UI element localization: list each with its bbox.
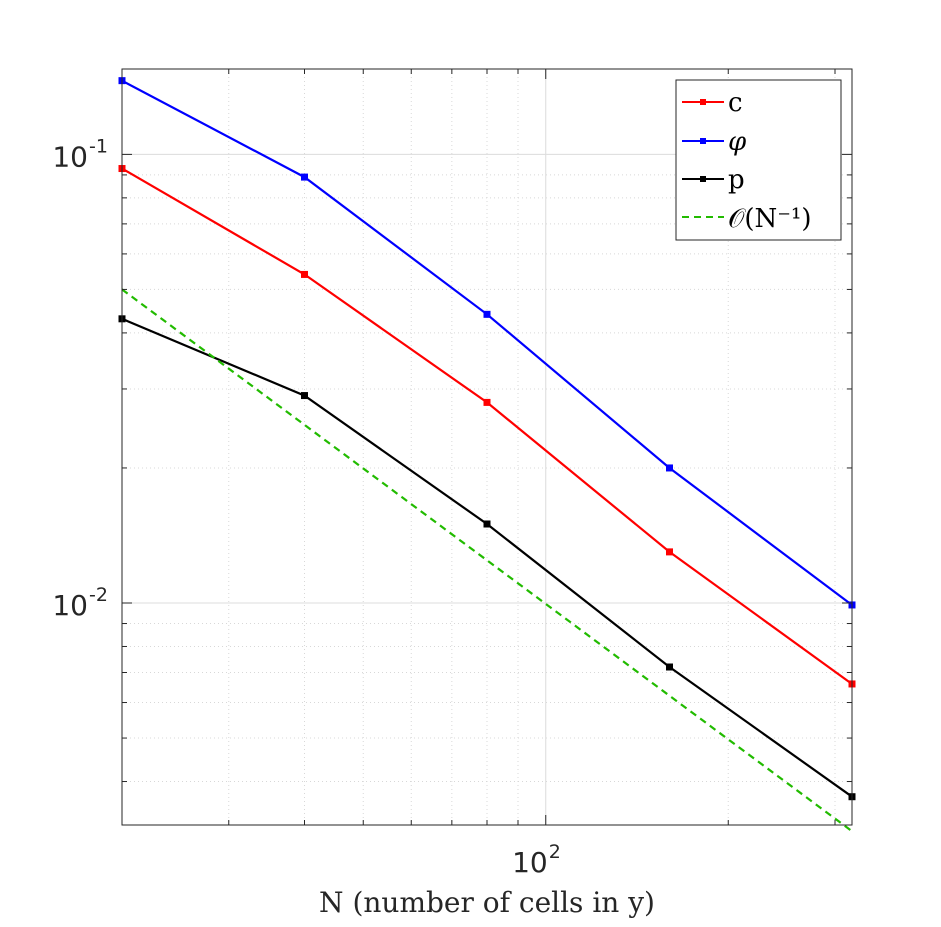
legend-marker-c [700,99,706,105]
legend: c φ p 𝒪(N⁻¹) [675,79,842,241]
y-tick-label-0.1: 10 [52,140,88,173]
x-tick-exponent-100: 2 [549,841,561,863]
legend-box [675,79,842,241]
x-axis-label: N (number of cells in y) [319,886,655,919]
data-point-c-1 [301,270,308,278]
legend-marker-phi [700,138,706,144]
data-point-p-1 [301,392,308,400]
data-point-p-3 [666,663,673,671]
data-point-phi-1 [301,173,308,181]
data-point-c-2 [483,398,491,406]
legend-label-c: c [728,88,743,118]
data-point-phi-2 [483,310,491,318]
y-tick-label-0.01: 10 [52,589,88,622]
x-tick-label-100: 10 [512,846,548,879]
data-point-phi-3 [666,464,673,472]
legend-label-p: p [728,165,745,195]
series-line-order-reference [121,288,853,833]
axis-ticks [121,69,852,825]
y-tick-exponent-0.1: -1 [89,135,108,157]
data-point-c-3 [666,548,673,556]
data-point-p-2 [483,520,491,528]
y-tick-exponent-0.01: -2 [89,584,108,606]
legend-marker-p [700,176,706,182]
legend-label-order: 𝒪(N⁻¹) [728,204,812,234]
legend-label-phi: φ [728,127,747,157]
series-layer [118,77,856,833]
